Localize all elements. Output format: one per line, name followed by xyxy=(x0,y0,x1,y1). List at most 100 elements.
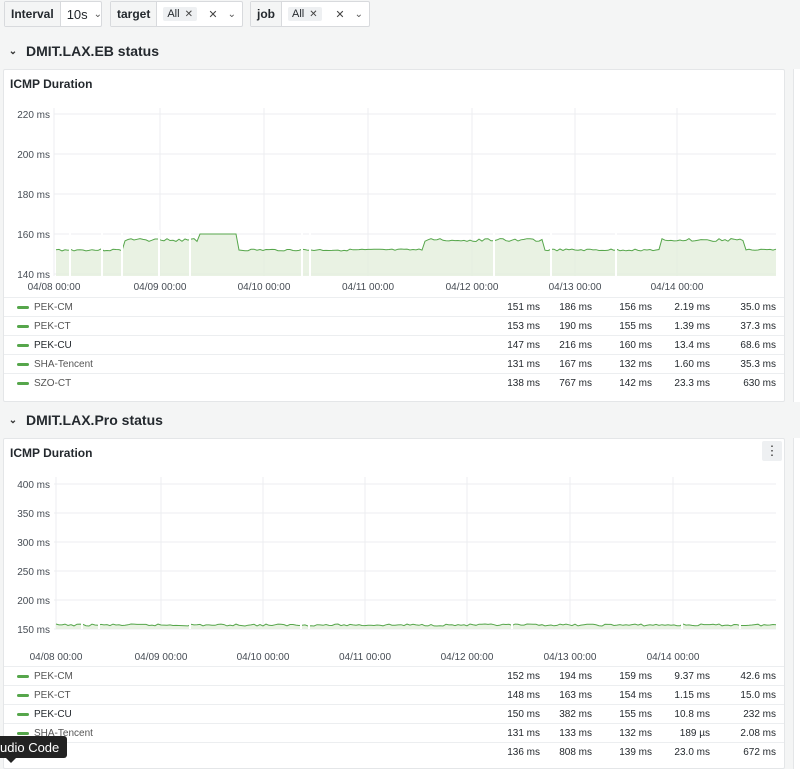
row-header-pro[interactable]: ⌄ DMIT.LAX.Pro status xyxy=(0,408,163,432)
clear-icon[interactable]: ✕ xyxy=(208,8,218,21)
legend-value: 35.0 ms xyxy=(740,302,776,313)
legend-series-name[interactable]: PEK-CU xyxy=(34,709,72,720)
legend-series-name[interactable]: SZO-CT xyxy=(34,378,72,389)
chevron-down-icon[interactable]: ⌄ xyxy=(354,8,363,20)
icmp-chart-pro[interactable]: 400 ms 350 ms 300 ms 250 ms 200 ms 150 ms 04/0… xyxy=(4,469,784,699)
legend-series-name[interactable]: PEK-CM xyxy=(34,302,73,313)
legend-series-name[interactable]: PEK-CM xyxy=(34,671,73,682)
job-chip[interactable]: All ✕ xyxy=(288,7,322,21)
row-title: DMIT.LAX.EB status xyxy=(26,43,160,59)
legend-value: 1.60 ms xyxy=(674,359,710,370)
chevron-down-icon[interactable]: ⌄ xyxy=(8,45,18,57)
chevron-down-icon[interactable]: ⌄ xyxy=(227,8,236,20)
legend-value: 42.6 ms xyxy=(740,671,776,682)
legend-row[interactable]: 136 ms 808 ms 139 ms 23.0 ms 672 ms xyxy=(4,742,784,762)
legend-value: 153 ms xyxy=(507,321,540,332)
legend-value: 136 ms xyxy=(507,747,540,758)
legend-row[interactable]: PEK-CM 152 ms 194 ms 159 ms 9.37 ms 42.6 ms xyxy=(4,666,784,686)
legend-swatch xyxy=(17,306,29,309)
target-chip-label: All xyxy=(167,8,180,20)
legend-value: 10.8 ms xyxy=(674,709,710,720)
legend-value: 131 ms xyxy=(507,728,540,739)
job-variable[interactable]: job All ✕ ✕ ⌄ xyxy=(250,1,370,27)
variables-bar: Interval 10s ⌄ target All ✕ ✕ ⌄ job All ✕ … xyxy=(0,0,800,30)
panel-title: ICMP Duration xyxy=(10,446,93,460)
x-tick-label: 04/09 00:00 xyxy=(134,282,187,293)
legend-value: 23.3 ms xyxy=(674,378,710,389)
legend-swatch xyxy=(17,713,29,716)
x-tick-label: 04/13 00:00 xyxy=(549,282,602,293)
legend-row[interactable]: PEK-CM 151 ms 186 ms 156 ms 2.19 ms 35.0 ms xyxy=(4,297,784,317)
chevron-down-icon[interactable]: ⌄ xyxy=(93,8,103,20)
legend-series-name[interactable]: SHA-Tencent xyxy=(34,728,93,739)
y-tick-label: 200 ms xyxy=(17,596,50,607)
legend-row[interactable]: PEK-CT 148 ms 163 ms 154 ms 1.15 ms 15.0 ms xyxy=(4,685,784,705)
interval-select[interactable]: 10s ⌄ xyxy=(61,2,108,26)
legend-value: 155 ms xyxy=(619,321,652,332)
legend-value: 154 ms xyxy=(619,690,652,701)
legend-value: 194 ms xyxy=(559,671,592,682)
remove-chip-icon[interactable]: ✕ xyxy=(309,8,318,20)
legend-value: 186 ms xyxy=(559,302,592,313)
legend-value: 159 ms xyxy=(619,671,652,682)
legend-value: 131 ms xyxy=(507,359,540,370)
x-tick-label: 04/08 00:00 xyxy=(30,652,83,663)
chevron-down-icon[interactable]: ⌄ xyxy=(8,414,18,426)
legend-value: 132 ms xyxy=(619,359,652,370)
x-tick-label: 04/12 00:00 xyxy=(446,282,499,293)
x-tick-label: 04/13 00:00 xyxy=(544,652,597,663)
legend-series-name[interactable]: PEK-CU xyxy=(34,340,72,351)
legend-series-name[interactable]: SHA-Tencent xyxy=(34,359,93,370)
series-area xyxy=(56,234,776,276)
y-tick-label: 140 ms xyxy=(17,270,50,281)
job-select[interactable]: All ✕ ✕ ⌄ xyxy=(282,2,369,26)
legend-series-name[interactable]: PEK-CT xyxy=(34,690,71,701)
series-line xyxy=(55,233,777,252)
legend-value: 767 ms xyxy=(559,378,592,389)
remove-chip-icon[interactable]: ✕ xyxy=(184,8,193,20)
row-header-eb[interactable]: ⌄ DMIT.LAX.EB status xyxy=(0,39,159,63)
clear-icon[interactable]: ✕ xyxy=(335,8,345,21)
legend-value: 167 ms xyxy=(559,359,592,370)
legend-row[interactable]: PEK-CT 153 ms 190 ms 155 ms 1.39 ms 37.3 ms xyxy=(4,316,784,336)
legend-value: 133 ms xyxy=(559,728,592,739)
legend-value: 23.0 ms xyxy=(674,747,710,758)
legend-row[interactable]: SHA-Tencent 131 ms 133 ms 132 ms 189 µs 2.08 … xyxy=(4,723,784,743)
legend-value: 160 ms xyxy=(619,340,652,351)
target-select[interactable]: All ✕ ✕ ⌄ xyxy=(157,2,242,26)
legend-value: 151 ms xyxy=(507,302,540,313)
target-variable[interactable]: target All ✕ ✕ ⌄ xyxy=(110,1,243,27)
panel-icmp-eb: ICMP Duration 220 ms 200 ms 180 ms 160 ms 14… xyxy=(3,69,785,402)
legend-swatch xyxy=(17,675,29,678)
panel-title: ICMP Duration xyxy=(10,77,93,91)
legend-row[interactable]: SZO-CT 138 ms 767 ms 142 ms 23.3 ms 630 ms xyxy=(4,373,784,393)
legend-series-name[interactable]: PEK-CT xyxy=(34,321,71,332)
legend-value: 630 ms xyxy=(743,378,776,389)
legend-row[interactable]: SHA-Tencent 131 ms 167 ms 132 ms 1.60 ms 35.3… xyxy=(4,354,784,374)
y-tick-label: 220 ms xyxy=(17,110,50,121)
legend-value: 138 ms xyxy=(507,378,540,389)
legend-value: 190 ms xyxy=(559,321,592,332)
legend-value: 142 ms xyxy=(619,378,652,389)
tooltip-text: udio Code xyxy=(0,739,60,755)
legend-value: 132 ms xyxy=(619,728,652,739)
target-chip[interactable]: All ✕ xyxy=(163,7,197,21)
legend-swatch xyxy=(17,325,29,328)
job-chip-label: All xyxy=(292,8,305,20)
legend-row[interactable]: PEK-CU 150 ms 382 ms 155 ms 10.8 ms 232 ms xyxy=(4,704,784,724)
legend-value: 13.4 ms xyxy=(674,340,710,351)
legend-swatch xyxy=(17,382,29,385)
legend-value: 9.37 ms xyxy=(674,671,710,682)
y-tick-label: 400 ms xyxy=(17,480,50,491)
legend-value: 156 ms xyxy=(619,302,652,313)
legend-swatch xyxy=(17,363,29,366)
series-line xyxy=(55,623,777,627)
legend-swatch xyxy=(17,344,29,347)
legend-value: 1.15 ms xyxy=(674,690,710,701)
legend-row[interactable]: PEK-CU 147 ms 216 ms 160 ms 13.4 ms 68.6 ms xyxy=(4,335,784,355)
adjacent-panel-edge xyxy=(793,438,800,769)
y-tick-label: 350 ms xyxy=(17,509,50,520)
interval-variable[interactable]: Interval 10s ⌄ xyxy=(4,1,102,27)
panel-menu-icon[interactable]: ⋮ xyxy=(762,441,782,461)
